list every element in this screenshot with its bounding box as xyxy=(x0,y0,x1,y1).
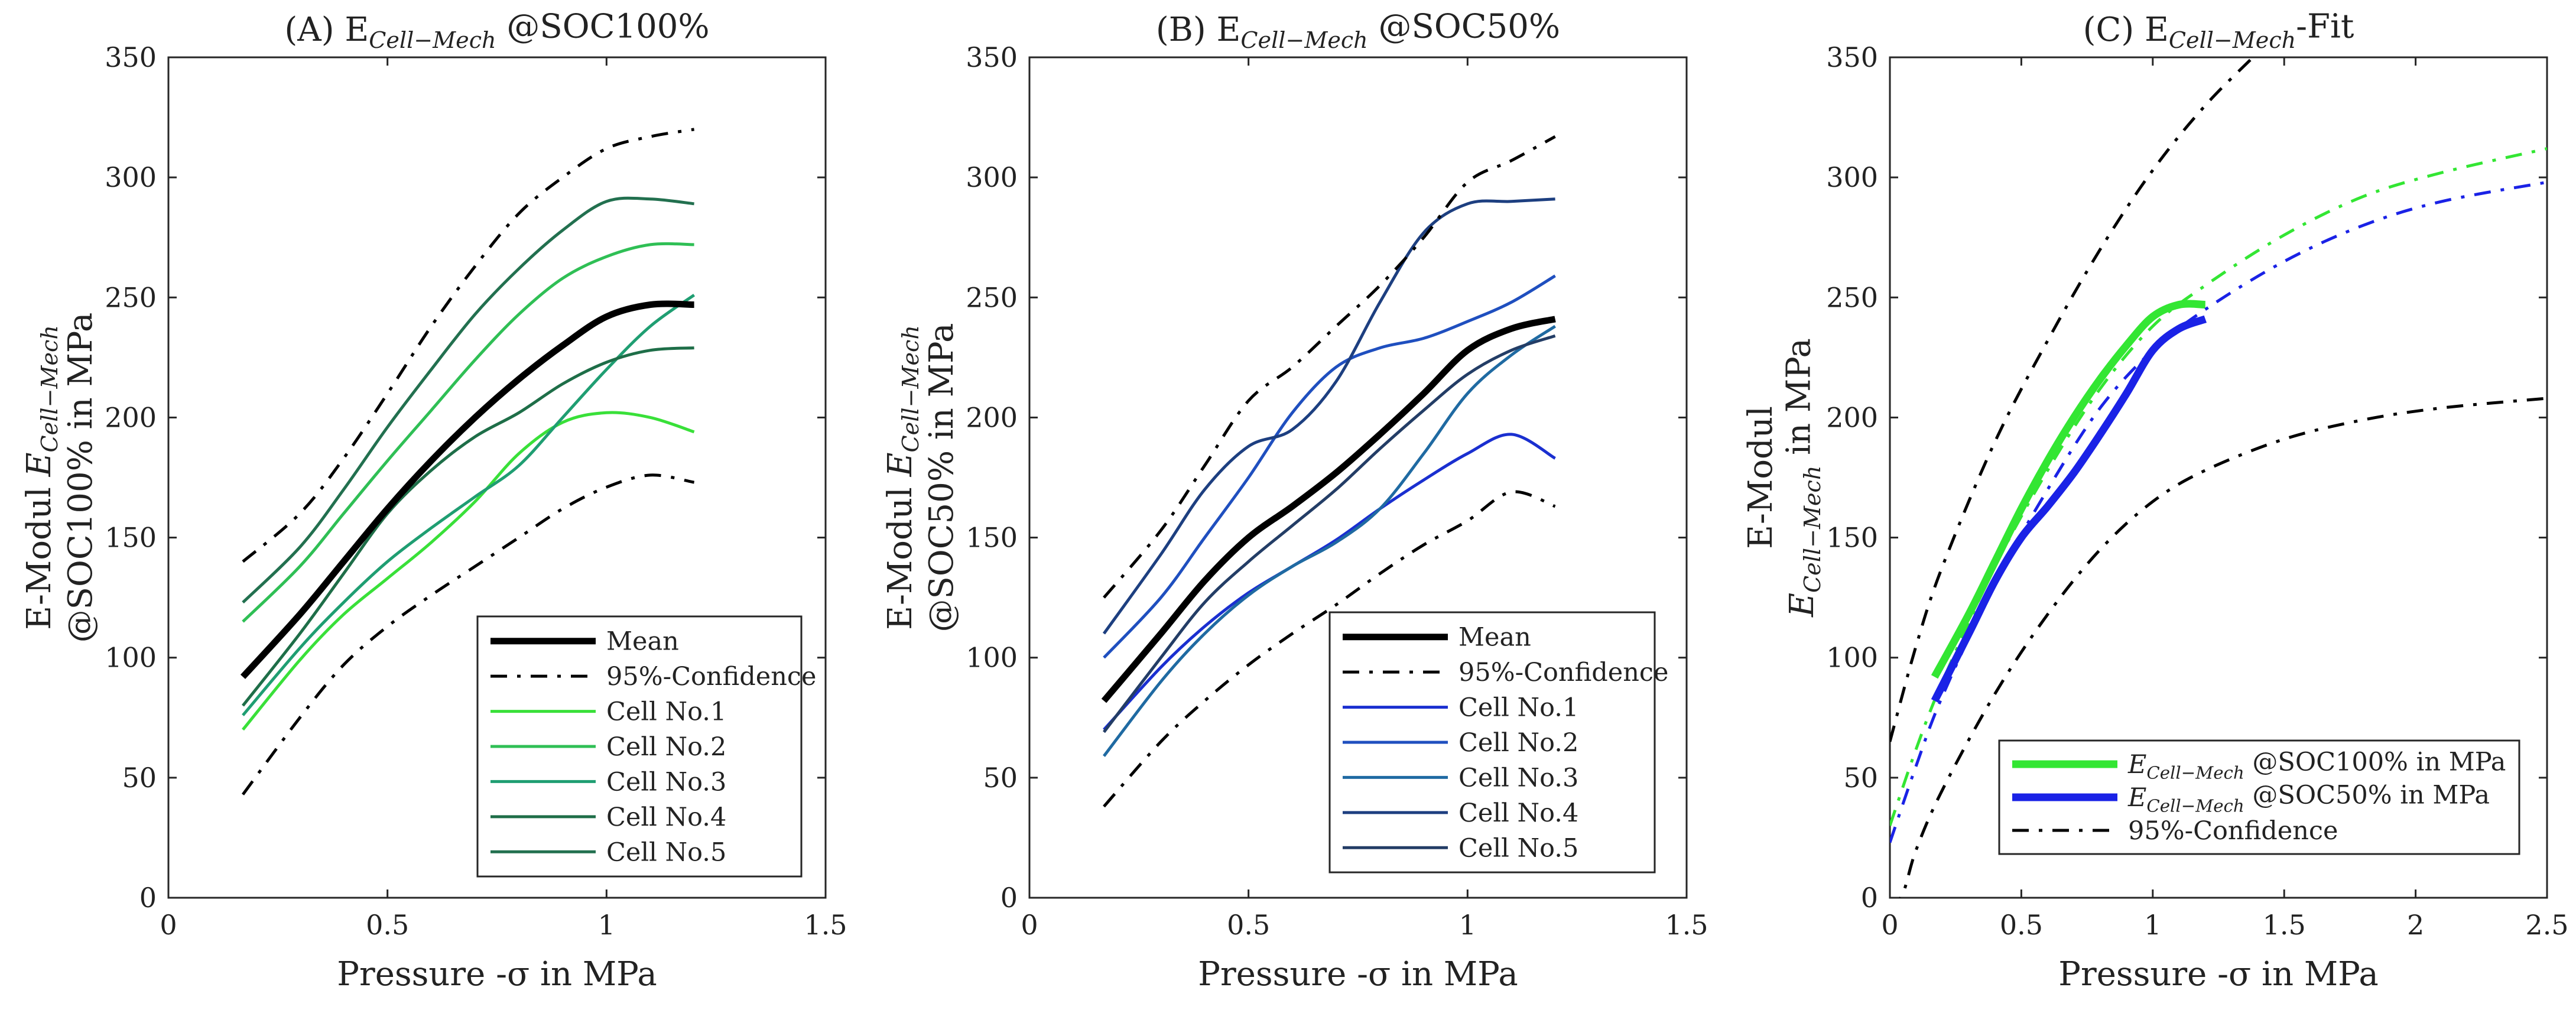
y-axis-label: E-Modul ECell−Mech xyxy=(881,325,924,630)
x-tick-label: 0.5 xyxy=(366,909,409,941)
y-tick-label: 200 xyxy=(966,401,1018,433)
y-tick-label: 300 xyxy=(1826,161,1878,193)
panel-a: 0 0.5 1 1.5 0 50 100 150 200 250 300 350 (A) ECell−M… xyxy=(20,7,847,993)
y-tick-label: 0 xyxy=(139,882,157,914)
legend-entry: Cell No.3 xyxy=(1458,763,1578,793)
legend: Mean 95%-Confidence Cell No.1 Cell No.2 Cell… xyxy=(1328,611,1668,874)
y-tick-label: 250 xyxy=(1826,281,1878,313)
series-line-cell-no-4 xyxy=(242,346,694,707)
series-line-cell-no-5 xyxy=(1103,334,1556,733)
y-tick-label: 350 xyxy=(105,41,157,73)
y-axis-label: ECell−Mech in MPa xyxy=(1779,338,1825,618)
y-tick-label: 200 xyxy=(1826,401,1878,433)
y-axis-label: E-Modul xyxy=(1742,406,1780,549)
series-line-mean xyxy=(240,300,694,679)
y-tick-label: 150 xyxy=(105,522,157,554)
y-tick-label: 50 xyxy=(122,762,157,794)
y-axis-label: @SOC50% in MPa xyxy=(922,323,961,632)
x-tick-label: 1.5 xyxy=(804,909,847,941)
y-tick-label: 50 xyxy=(1843,762,1878,794)
y-tick-label: 350 xyxy=(1826,41,1878,73)
series-line-95-confidence xyxy=(1890,57,2256,742)
y-tick-label: 200 xyxy=(105,401,157,433)
y-axis-label: E-Modul ECell−Mech xyxy=(20,325,63,630)
series-line-95-confidence xyxy=(1103,135,1556,599)
series-line-cell-no-5 xyxy=(242,196,694,604)
series-line-cell-no-2 xyxy=(242,242,694,623)
legend-entry: Cell No.1 xyxy=(1458,693,1578,723)
axes-box xyxy=(1028,56,1688,899)
y-tick-label: 100 xyxy=(966,642,1018,674)
axes-box xyxy=(167,56,827,899)
x-tick-label: 1 xyxy=(598,909,615,941)
legend-entry: ECell−Mech @SOC100% in MPa xyxy=(2127,748,2506,783)
x-tick-label: 1.5 xyxy=(1665,909,1708,941)
series-line-e-cell-mech-soc50-in-mpa xyxy=(1931,315,2207,703)
series-line-e-cell-mech-soc100-in-mpa xyxy=(1931,300,2206,679)
series-line-95-confidence-lower xyxy=(1898,397,2547,898)
chart-title: (A) ECell−Mech @SOC100% xyxy=(284,7,709,53)
legend-entry: Cell No.4 xyxy=(606,803,726,832)
plot-area xyxy=(1890,57,2547,898)
series-line-cell-no-3 xyxy=(1103,324,1556,757)
chart-title: (C) ECell−Mech-Fit xyxy=(2083,7,2354,53)
panel-c: 0 0.5 1 1.5 2 2.5 0 50 100 150 200 250 300 350 (C) ECe… xyxy=(1742,7,2569,993)
series-line-cell-no-2 xyxy=(1103,274,1556,659)
legend-entry: 95%-Confidence xyxy=(1458,658,1668,687)
y-axis-label: @SOC100% in MPa xyxy=(61,313,100,643)
series-line-cell-no-4 xyxy=(1102,197,1555,635)
y-tick-label: 250 xyxy=(105,281,157,313)
legend: Mean 95%-Confidence Cell No.1 Cell No.2 Cell… xyxy=(476,615,816,878)
legend-entry: Mean xyxy=(606,627,679,657)
legend-entry: ECell−Mech @SOC50% in MPa xyxy=(2127,781,2490,816)
y-tick-label: 300 xyxy=(966,161,1018,193)
y-tick-label: 350 xyxy=(966,41,1018,73)
x-tick-label: 1.5 xyxy=(2263,909,2306,941)
legend-entry: Cell No.1 xyxy=(606,697,726,727)
legend-entry: Cell No.2 xyxy=(606,732,726,762)
y-tick-label: 0 xyxy=(1000,882,1018,914)
y-tick-label: 250 xyxy=(966,281,1018,313)
x-tick-label: 2.5 xyxy=(2525,909,2568,941)
y-tick-label: 100 xyxy=(105,642,157,674)
y-tick-label: 300 xyxy=(105,161,157,193)
y-tick-label: 0 xyxy=(1861,882,1878,914)
panel-b: 0 0.5 1 1.5 0 50 100 150 200 250 300 350 (B) ECell−M… xyxy=(881,7,1708,993)
plot-area xyxy=(1101,135,1556,808)
y-tick-label: 50 xyxy=(983,762,1018,794)
series-line-cell-no-1 xyxy=(242,411,695,731)
x-tick-label: 0 xyxy=(1881,909,1898,941)
x-axis-label: Pressure -σ in MPa xyxy=(2058,955,2378,993)
legend-entry: 95%-Confidence xyxy=(2128,816,2338,846)
x-axis-label: Pressure -σ in MPa xyxy=(337,955,657,993)
y-tick-label: 100 xyxy=(1826,642,1878,674)
legend-entry: Mean xyxy=(1458,623,1531,652)
x-tick-label: 1 xyxy=(1459,909,1476,941)
legend-entry: Cell No.5 xyxy=(606,837,726,867)
legend-entry: 95%-Confidence xyxy=(606,662,816,691)
x-axis-label: Pressure -σ in MPa xyxy=(1198,955,1518,993)
axes-box xyxy=(1889,56,2548,899)
y-tick-label: 150 xyxy=(1826,522,1878,554)
legend-entry: Cell No.2 xyxy=(1458,728,1578,758)
x-tick-label: 1 xyxy=(2144,909,2161,941)
x-tick-label: 0 xyxy=(160,909,177,941)
plot-area xyxy=(240,128,696,796)
x-tick-label: 0.5 xyxy=(2000,909,2043,941)
legend-entry: Cell No.4 xyxy=(1458,798,1578,828)
x-tick-label: 0 xyxy=(1021,909,1038,941)
x-tick-label: 0.5 xyxy=(1227,909,1270,941)
series-line-cell-no-1 xyxy=(1103,433,1556,731)
series-line-95-confidence-lower xyxy=(241,473,695,796)
series-line-mean xyxy=(1101,316,1556,703)
chart-title: (B) ECell−Mech @SOC50% xyxy=(1156,7,1560,53)
legend-entry: Cell No.3 xyxy=(606,767,726,797)
y-tick-label: 150 xyxy=(966,522,1018,554)
legend-entry: Cell No.5 xyxy=(1458,833,1578,863)
x-tick-label: 2 xyxy=(2407,909,2424,941)
